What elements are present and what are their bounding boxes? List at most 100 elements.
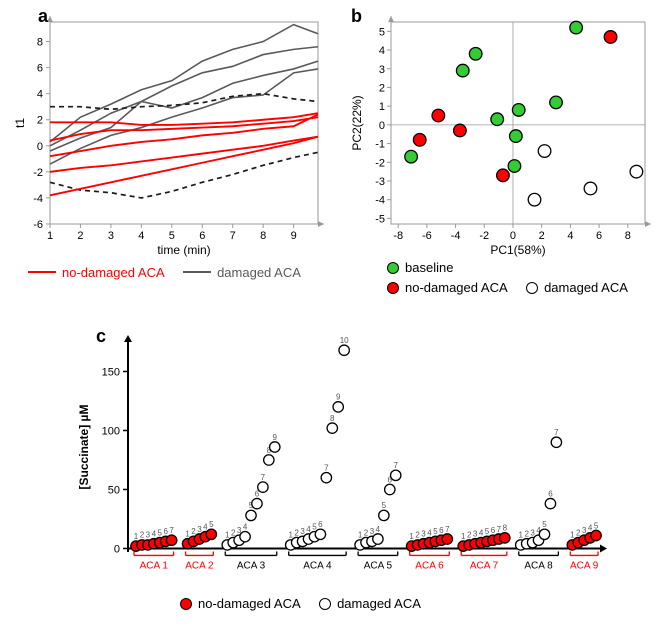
svg-text:ACA 4: ACA 4 bbox=[303, 560, 332, 571]
legend-baseline-label: baseline bbox=[405, 260, 453, 275]
svg-text:5: 5 bbox=[379, 26, 385, 38]
svg-text:5: 5 bbox=[209, 520, 214, 529]
svg-text:7: 7 bbox=[393, 461, 398, 470]
svg-text:ACA 2: ACA 2 bbox=[185, 560, 214, 571]
svg-text:1: 1 bbox=[379, 101, 385, 113]
svg-text:2: 2 bbox=[77, 230, 83, 242]
svg-text:7: 7 bbox=[261, 473, 266, 482]
svg-text:-2: -2 bbox=[375, 157, 385, 169]
svg-text:3: 3 bbox=[379, 64, 385, 76]
svg-text:4: 4 bbox=[37, 89, 43, 101]
svg-text:6: 6 bbox=[318, 520, 323, 529]
svg-text:t1: t1 bbox=[13, 118, 27, 128]
svg-text:0: 0 bbox=[510, 230, 516, 242]
panel-c-legend: no-damaged ACA damaged ACA bbox=[180, 596, 435, 615]
line-swatch-red bbox=[28, 271, 56, 273]
svg-text:0: 0 bbox=[37, 141, 43, 153]
svg-text:-5: -5 bbox=[375, 213, 385, 225]
legend-b-no-damaged-label: no-damaged ACA bbox=[405, 280, 508, 295]
legend-no-damaged: no-damaged ACA bbox=[28, 265, 165, 280]
line-swatch-gray bbox=[183, 271, 211, 273]
svg-text:8: 8 bbox=[330, 414, 335, 423]
panel-b-legend-row2: no-damaged ACA damaged ACA bbox=[387, 280, 642, 299]
svg-text:6: 6 bbox=[439, 526, 444, 535]
svg-text:ACA 9: ACA 9 bbox=[570, 560, 599, 571]
svg-text:5: 5 bbox=[485, 527, 490, 536]
panel-a-chart: -6-4-202468123456789time (min)t1 bbox=[10, 8, 330, 258]
svg-text:1: 1 bbox=[461, 532, 466, 541]
svg-text:-2: -2 bbox=[479, 230, 489, 242]
svg-text:0: 0 bbox=[379, 120, 385, 132]
svg-text:[Succinate] µM: [Succinate] µM bbox=[77, 405, 91, 490]
svg-text:-1: -1 bbox=[375, 139, 385, 151]
svg-text:0: 0 bbox=[114, 543, 120, 555]
legend-damaged: damaged ACA bbox=[183, 265, 301, 280]
svg-text:4: 4 bbox=[379, 45, 385, 57]
panel-b-label: b bbox=[351, 6, 362, 27]
svg-text:2: 2 bbox=[294, 528, 299, 537]
legend-baseline: baseline bbox=[387, 260, 453, 275]
svg-text:ACA 1: ACA 1 bbox=[140, 560, 169, 571]
svg-text:8: 8 bbox=[503, 524, 508, 533]
svg-text:ACA 8: ACA 8 bbox=[524, 560, 553, 571]
svg-text:ACA 7: ACA 7 bbox=[470, 560, 499, 571]
svg-text:-4: -4 bbox=[375, 195, 385, 207]
panel-c: c 050100150[Succinate] µM1234567ACA 1123… bbox=[70, 330, 610, 630]
panel-a-legend: no-damaged ACA damaged ACA bbox=[28, 260, 315, 280]
svg-text:7: 7 bbox=[445, 525, 450, 534]
svg-text:4: 4 bbox=[567, 230, 573, 242]
legend-c-damaged-label: damaged ACA bbox=[337, 596, 421, 611]
svg-text:8: 8 bbox=[37, 37, 43, 49]
svg-text:7: 7 bbox=[554, 428, 559, 437]
legend-no-damaged-label: no-damaged ACA bbox=[62, 265, 165, 280]
circle-swatch-green bbox=[387, 262, 399, 274]
panel-b-chart: -5-4-3-2-1012345-8-6-4-202468PC1(58%)PC2… bbox=[345, 8, 655, 258]
svg-text:4: 4 bbox=[479, 528, 484, 537]
svg-text:2: 2 bbox=[467, 531, 472, 540]
svg-text:2: 2 bbox=[524, 530, 529, 539]
svg-text:PC1(58%): PC1(58%) bbox=[490, 243, 545, 257]
svg-text:4: 4 bbox=[427, 528, 432, 537]
svg-text:3: 3 bbox=[473, 530, 478, 539]
svg-text:6: 6 bbox=[199, 230, 205, 242]
svg-text:4: 4 bbox=[376, 525, 381, 534]
circle-swatch-white-c bbox=[319, 598, 331, 610]
panel-a: a -6-4-202468123456789time (min)t1 no-da… bbox=[10, 8, 330, 288]
svg-text:5: 5 bbox=[433, 527, 438, 536]
svg-text:2: 2 bbox=[37, 115, 43, 127]
svg-text:9: 9 bbox=[336, 393, 341, 402]
svg-text:150: 150 bbox=[102, 366, 120, 378]
svg-text:1: 1 bbox=[409, 532, 414, 541]
svg-text:5: 5 bbox=[158, 528, 163, 537]
svg-text:6: 6 bbox=[163, 527, 168, 536]
panel-b-legend-row1: baseline bbox=[387, 260, 467, 279]
svg-text:ACA 5: ACA 5 bbox=[364, 560, 393, 571]
svg-text:7: 7 bbox=[324, 463, 329, 472]
legend-c-no-damaged-label: no-damaged ACA bbox=[198, 596, 301, 611]
svg-text:7: 7 bbox=[169, 526, 174, 535]
svg-text:ACA 6: ACA 6 bbox=[415, 560, 444, 571]
svg-text:-8: -8 bbox=[393, 230, 403, 242]
legend-b-damaged-label: damaged ACA bbox=[544, 280, 628, 295]
svg-text:-6: -6 bbox=[422, 230, 432, 242]
svg-text:4: 4 bbox=[138, 230, 144, 242]
legend-c-no-damaged: no-damaged ACA bbox=[180, 596, 301, 611]
svg-text:1: 1 bbox=[519, 531, 524, 540]
svg-text:1: 1 bbox=[134, 532, 139, 541]
svg-text:5: 5 bbox=[542, 520, 547, 529]
legend-b-no-damaged: no-damaged ACA bbox=[387, 280, 508, 295]
svg-text:50: 50 bbox=[108, 484, 120, 496]
svg-text:4: 4 bbox=[152, 530, 157, 539]
svg-text:6: 6 bbox=[491, 526, 496, 535]
svg-text:7: 7 bbox=[497, 525, 502, 534]
svg-text:time (min): time (min) bbox=[157, 243, 210, 257]
svg-text:8: 8 bbox=[625, 230, 631, 242]
svg-text:100: 100 bbox=[102, 425, 120, 437]
svg-text:3: 3 bbox=[108, 230, 114, 242]
circle-swatch-red bbox=[387, 282, 399, 294]
panel-c-label: c bbox=[96, 326, 106, 347]
panel-a-label: a bbox=[38, 6, 48, 27]
circle-swatch-white bbox=[526, 282, 538, 294]
svg-text:5: 5 bbox=[169, 230, 175, 242]
figure: a -6-4-202468123456789time (min)t1 no-da… bbox=[0, 0, 660, 638]
